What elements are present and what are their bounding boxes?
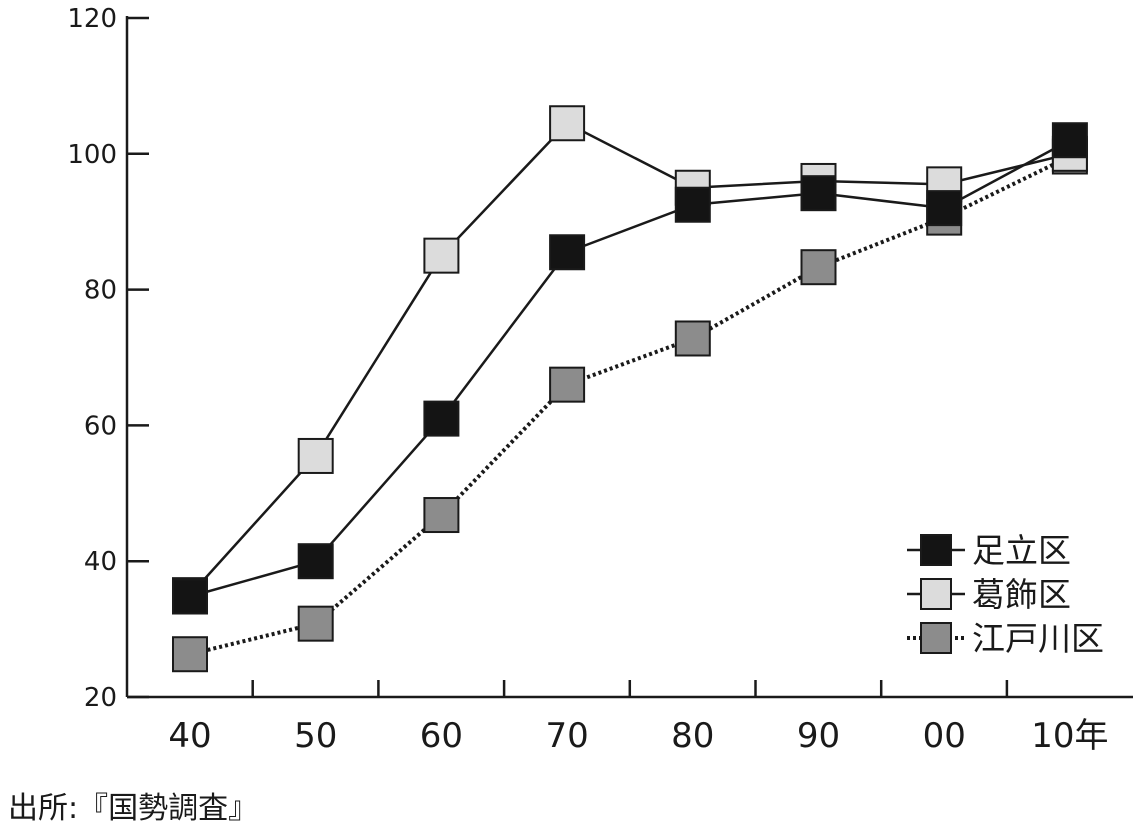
line-chart: 20 40 60 80 100 120 40 50 60 70 80 90 00 10年 足立区葛飾区江戸… xyxy=(67,4,1133,756)
data-point-marker xyxy=(549,105,586,142)
data-point-marker xyxy=(674,320,711,357)
y-tick-label: 60 xyxy=(84,411,117,441)
y-tick-label: 80 xyxy=(84,276,117,306)
data-point-marker xyxy=(297,543,334,580)
legend-label: 葛飾区 xyxy=(972,575,1071,614)
data-point-marker xyxy=(1051,122,1088,159)
data-point-marker xyxy=(800,249,837,286)
data-point-marker xyxy=(549,366,586,403)
series-line xyxy=(189,121,1071,596)
x-tick-label: 00 xyxy=(923,716,966,756)
y-tick-label: 100 xyxy=(67,140,117,170)
series-line xyxy=(189,154,1071,657)
data-point-marker xyxy=(297,605,334,642)
data-point-marker xyxy=(549,234,586,271)
y-tick-label: 20 xyxy=(84,683,117,713)
data-point-marker xyxy=(800,175,837,212)
axes: 20 40 60 80 100 120 40 50 60 70 80 90 00 10年 xyxy=(67,4,1133,756)
y-tick-label: 120 xyxy=(67,4,117,34)
legend-marker xyxy=(920,534,952,566)
data-point-marker xyxy=(926,190,963,227)
source-note: 出所:『国勢調査』 xyxy=(8,791,259,826)
legend-marker xyxy=(920,578,952,610)
x-tick-label: 50 xyxy=(294,716,337,756)
x-tick-label: 40 xyxy=(168,716,211,756)
y-tick-label: 40 xyxy=(84,547,117,577)
x-tick-label: 80 xyxy=(671,716,714,756)
x-tick-label: 60 xyxy=(420,716,463,756)
x-tick-label: 90 xyxy=(797,716,840,756)
data-point-marker xyxy=(423,497,460,534)
data-point-marker xyxy=(674,186,711,223)
data-point-marker xyxy=(423,400,460,437)
data-point-marker xyxy=(297,437,334,474)
legend-marker xyxy=(920,622,952,654)
series-layer xyxy=(172,105,1088,673)
x-tick-label: 70 xyxy=(545,716,588,756)
legend-label: 足立区 xyxy=(972,531,1071,570)
legend-label: 江戸川区 xyxy=(972,619,1104,658)
x-tick-label: 10年 xyxy=(1031,716,1108,756)
data-point-marker xyxy=(172,636,208,673)
series-line xyxy=(189,139,1071,598)
data-point-marker xyxy=(423,237,460,274)
data-point-marker xyxy=(172,578,208,615)
